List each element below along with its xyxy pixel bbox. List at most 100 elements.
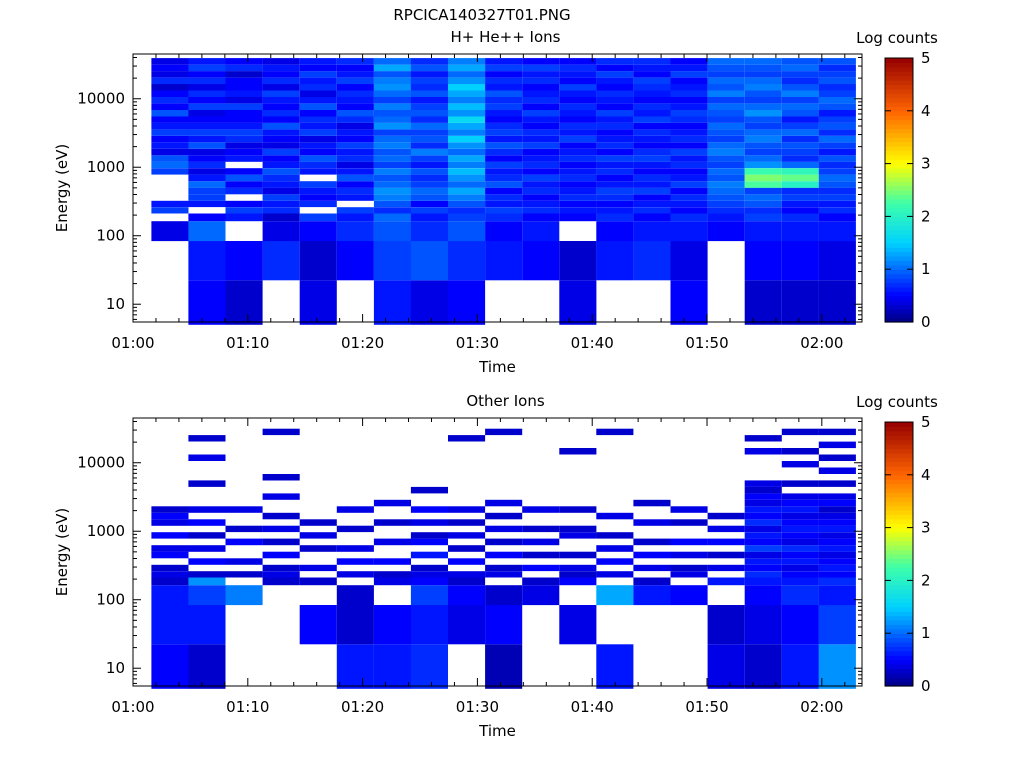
- heatmap-cell: [744, 155, 782, 162]
- colorbar-tick-label: 3: [921, 519, 931, 537]
- heatmap-cell: [151, 585, 189, 606]
- colorbar-segment: [885, 80, 913, 85]
- heatmap-cell: [818, 499, 856, 507]
- heatmap-cell: [485, 207, 523, 214]
- colorbar-segment: [885, 430, 913, 436]
- heatmap-cell: [262, 135, 300, 143]
- heatmap-cell: [707, 58, 745, 65]
- colorbar-segment: [885, 106, 913, 112]
- colorbar-segment: [885, 426, 913, 432]
- heatmap-cell: [781, 605, 819, 645]
- colorbar-segment: [885, 474, 913, 480]
- heatmap-cell: [781, 97, 819, 104]
- heatmap-cell: [559, 280, 597, 325]
- colorbar-segment: [885, 256, 913, 261]
- heatmap-cell: [188, 585, 226, 606]
- heatmap-cell: [633, 200, 671, 208]
- heatmap-cell: [299, 142, 337, 149]
- heatmap-cell: [410, 181, 448, 188]
- y-tick-label: 10000: [77, 90, 125, 108]
- heatmap-cell: [818, 155, 856, 162]
- heatmap-cell: [299, 84, 337, 91]
- heatmap-cell: [781, 116, 819, 123]
- heatmap-cell: [448, 207, 486, 214]
- heatmap-cell: [225, 148, 263, 156]
- heatmap-cell: [188, 532, 226, 539]
- heatmap-cell: [670, 200, 708, 208]
- heatmap-cell: [373, 122, 411, 130]
- colorbar-segment: [885, 602, 913, 608]
- heatmap-cell: [707, 155, 745, 162]
- colorbar-tick-label: 1: [921, 260, 931, 278]
- heatmap-cell: [707, 84, 745, 91]
- y-tick-label: 10000: [77, 454, 125, 472]
- heatmap-cell: [336, 129, 374, 136]
- heatmap-cell: [188, 241, 226, 281]
- colorbar-segment: [885, 66, 913, 72]
- heatmap-cell: [781, 187, 819, 195]
- heatmap-cell: [262, 174, 300, 182]
- heatmap-cell: [744, 116, 782, 123]
- heatmap-cell: [336, 571, 374, 578]
- heatmap-cell: [188, 181, 226, 188]
- heatmap-cell: [559, 577, 597, 586]
- heatmap-cell: [485, 525, 523, 533]
- heatmap-cell: [596, 644, 634, 689]
- colorbar-segment: [885, 75, 913, 81]
- colorbar-segment: [885, 439, 913, 445]
- heatmap-cell: [373, 207, 411, 214]
- heatmap-cell: [781, 200, 819, 208]
- colorbar-segment: [885, 532, 913, 537]
- heatmap-cell: [633, 129, 671, 136]
- heatmap-cell: [818, 187, 856, 195]
- heatmap-cell: [151, 221, 189, 242]
- heatmap-cell: [670, 84, 708, 91]
- heatmap-cell: [336, 148, 374, 156]
- heatmap-cell: [707, 174, 745, 182]
- colorbar-segment: [885, 190, 913, 195]
- heatmap-cell: [781, 103, 819, 110]
- heatmap-cell: [744, 200, 782, 208]
- heatmap-cell: [781, 84, 819, 91]
- heatmap-cell: [225, 71, 263, 78]
- heatmap-cell: [336, 525, 374, 533]
- heatmap-cell: [485, 84, 523, 91]
- heatmap-cell: [781, 525, 819, 533]
- heatmap-cell: [151, 564, 189, 572]
- colorbar-segment: [885, 580, 913, 586]
- colorbar-segment: [885, 461, 913, 467]
- heatmap-cell: [744, 174, 782, 182]
- heatmap-cell: [336, 207, 374, 214]
- heatmap-cell: [522, 187, 560, 195]
- colorbar-segment: [885, 220, 913, 226]
- colorbar-segment: [885, 554, 913, 559]
- heatmap-cell: [225, 64, 263, 72]
- heatmap-cell: [262, 474, 300, 481]
- heatmap-cell: [818, 135, 856, 143]
- heatmap-cell: [485, 64, 523, 72]
- heatmap-cell: [744, 280, 782, 325]
- colorbar-segment: [885, 304, 913, 310]
- heatmap-cell: [188, 122, 226, 130]
- heatmap-cell: [410, 110, 448, 117]
- heatmap-cell: [151, 155, 189, 162]
- x-tick-label: 01:10: [226, 334, 269, 352]
- heatmap-cell: [781, 181, 819, 188]
- heatmap-cell: [781, 577, 819, 586]
- heatmap-cell: [188, 161, 226, 169]
- heatmap-cell: [707, 512, 745, 520]
- colorbar-segment: [885, 620, 913, 625]
- heatmap-cell: [448, 168, 486, 175]
- heatmap-cell: [633, 161, 671, 169]
- heatmap-cell: [262, 58, 300, 65]
- heatmap-cell: [373, 571, 411, 578]
- heatmap-cell: [448, 577, 486, 586]
- colorbar-segment: [885, 510, 913, 515]
- heatmap-cell: [781, 142, 819, 149]
- heatmap-cell: [633, 519, 671, 526]
- y-tick-label: 10: [106, 659, 125, 677]
- colorbar-segment: [885, 558, 913, 564]
- heatmap-cell: [485, 103, 523, 110]
- heatmap-cell: [225, 200, 263, 208]
- heatmap-cell: [151, 168, 189, 175]
